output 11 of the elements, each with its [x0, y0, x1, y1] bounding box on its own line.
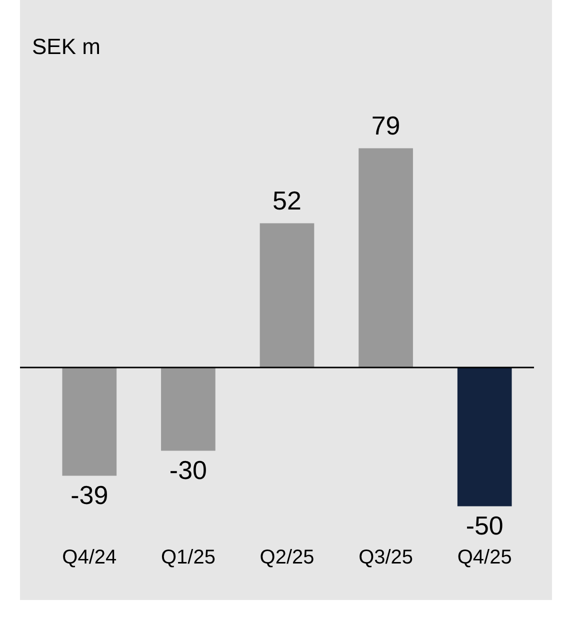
chart-title: SEK m — [32, 34, 100, 60]
x-tick-label: Q4/25 — [457, 546, 512, 569]
data-label: -30 — [169, 454, 207, 485]
data-label: 79 — [371, 110, 400, 140]
data-label: -39 — [70, 480, 108, 510]
x-tick-label: Q4/24 — [62, 546, 117, 569]
x-tick-label: Q3/25 — [358, 546, 414, 569]
x-tick-label: Q1/25 — [160, 546, 216, 569]
x-tick-label: Q2/25 — [260, 546, 314, 569]
data-label: 52 — [272, 185, 302, 216]
data-label: -50 — [466, 510, 504, 540]
